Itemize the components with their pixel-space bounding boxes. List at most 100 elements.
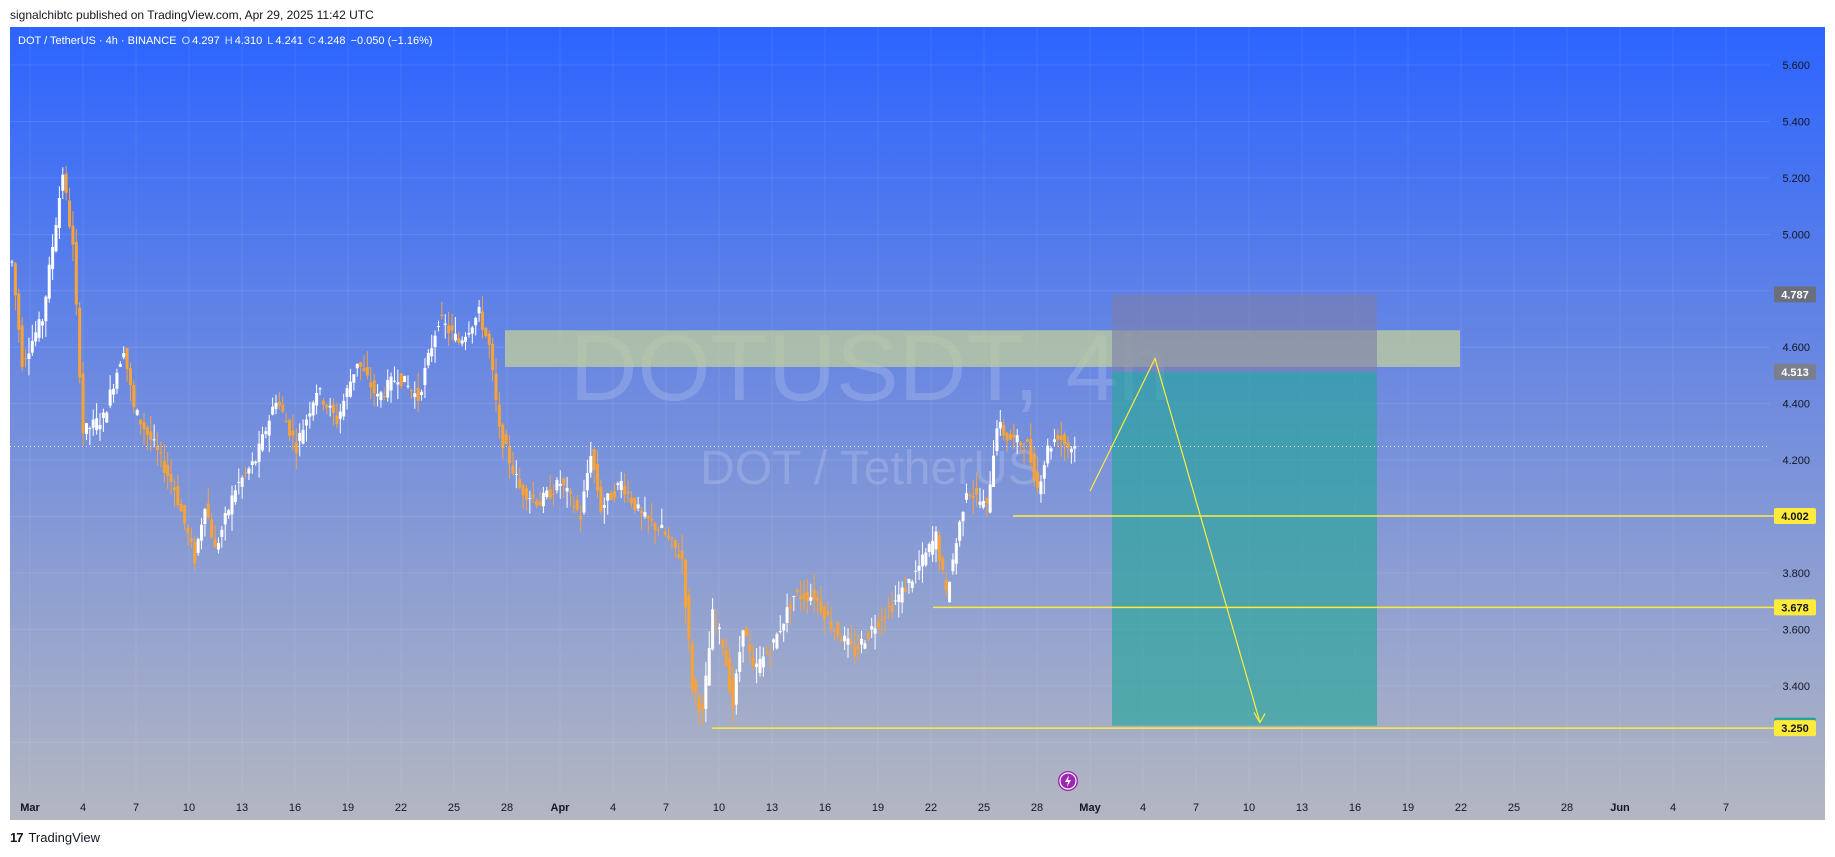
price-tick-label: 3.600	[1782, 624, 1810, 636]
time-tick-label: Jun	[1610, 802, 1630, 814]
candle-body	[883, 616, 887, 619]
candle-body	[1015, 435, 1019, 443]
candle-body	[680, 550, 684, 559]
candle-body	[744, 627, 748, 637]
candle-body	[555, 480, 559, 491]
candle-body	[768, 654, 772, 656]
candle-body	[166, 464, 170, 476]
candle-body	[142, 422, 146, 430]
candle-body	[640, 511, 644, 514]
candle-body	[920, 554, 924, 567]
candle-body	[782, 623, 786, 631]
candle-body	[51, 246, 55, 270]
price-axis[interactable]: 5.600 5.400 5.200 5.000 4.600 4.400 4.200 3.800…	[1774, 60, 1816, 737]
time-tick-label: 22	[395, 802, 407, 814]
close-key: C	[308, 35, 316, 47]
time-tick-label: 7	[663, 802, 669, 814]
candle-body	[1029, 439, 1033, 463]
candle-body	[741, 630, 745, 647]
candle-body	[856, 645, 860, 650]
brand[interactable]: 17 TradingView	[10, 830, 100, 845]
brand-name: TradingView	[28, 830, 101, 845]
candle-body	[196, 539, 200, 554]
candle-body	[545, 490, 549, 497]
projection-path[interactable]	[1089, 356, 1266, 724]
legend-symbol[interactable]: DOT / TetherUS · 4h · BINANCE	[18, 35, 177, 47]
candle-body	[443, 323, 447, 325]
candle-body	[409, 390, 413, 392]
box-price-tag[interactable]: 4.787	[1781, 289, 1809, 301]
stop-loss-box[interactable]	[1112, 294, 1377, 372]
candle-body	[480, 311, 484, 330]
candle-body	[426, 352, 430, 366]
take-profit-box[interactable]	[1112, 371, 1377, 726]
candle-body	[369, 382, 373, 388]
candle-body	[145, 427, 149, 435]
candle-body	[758, 658, 762, 673]
candle-body	[829, 621, 833, 629]
price-tick-label: 3.800	[1782, 568, 1810, 580]
candle-body	[20, 325, 24, 368]
candle-body	[491, 343, 495, 371]
time-tick-label: 10	[183, 802, 195, 814]
candle-body	[951, 559, 955, 572]
candle-body	[95, 418, 99, 431]
level-lines[interactable]	[10, 446, 1775, 729]
time-tick-label: 25	[1508, 802, 1520, 814]
candle-body	[697, 697, 701, 712]
candle-body	[396, 382, 400, 385]
candle-body	[1063, 434, 1067, 445]
projection-line[interactable]	[1089, 356, 1261, 723]
candle-body	[619, 480, 623, 490]
watermark-name: DOT / TetherUS	[700, 442, 1040, 495]
candle-body	[788, 605, 792, 610]
box-price-tag[interactable]: 4.513	[1781, 367, 1809, 379]
candle-body	[1073, 446, 1077, 449]
candle-body	[281, 404, 285, 412]
candle-body	[670, 537, 674, 539]
candle-body	[511, 465, 515, 474]
position-boxes[interactable]	[505, 294, 1460, 726]
time-tick-label: 28	[501, 802, 513, 814]
candle-body	[274, 402, 278, 410]
candle-body	[1005, 432, 1009, 441]
candle-body	[37, 319, 41, 338]
time-tick-label: 28	[1031, 802, 1043, 814]
candle-body	[68, 200, 72, 227]
candle-body	[27, 353, 31, 359]
candle-body	[64, 173, 68, 193]
candle-body	[149, 431, 153, 440]
candle-body	[315, 392, 319, 406]
candle-body	[223, 513, 227, 525]
candle-body	[504, 434, 508, 444]
lightning-icon[interactable]	[1058, 771, 1078, 791]
time-tick-label: 22	[1455, 802, 1467, 814]
level-price-tag[interactable]: 3.250	[1781, 723, 1809, 735]
close-value: 4.248	[317, 35, 346, 47]
candle-body	[335, 415, 339, 425]
candle-body	[186, 527, 190, 534]
candle-body	[778, 631, 782, 633]
time-tick-label: 19	[872, 802, 884, 814]
candle-body	[832, 630, 836, 632]
candle-body	[728, 658, 732, 692]
price-tick-label: 4.600	[1782, 342, 1810, 354]
level-price-tag[interactable]: 4.002	[1781, 511, 1809, 523]
candle-body	[1032, 453, 1036, 482]
candle-body	[998, 421, 1002, 429]
candle-body	[582, 491, 586, 513]
time-tick-label: May	[1079, 802, 1101, 814]
publisher-line: signalchibtc published on TradingView.co…	[10, 8, 374, 22]
candle-body	[917, 565, 921, 571]
candle-body	[1042, 465, 1046, 479]
candle-body	[887, 605, 891, 608]
candle-body	[152, 439, 156, 441]
time-tick-label: 10	[713, 802, 725, 814]
candle-body	[822, 606, 826, 620]
level-price-tag[interactable]: 3.678	[1781, 602, 1809, 614]
candle-body	[294, 442, 298, 453]
candle-body	[470, 327, 474, 334]
time-axis[interactable]: Mar 4 7 10 13 16 19 22 25 28 Apr 4 7 10 13 16 19 22 25 28 Ma…	[20, 802, 1729, 814]
candle-body	[247, 468, 251, 474]
